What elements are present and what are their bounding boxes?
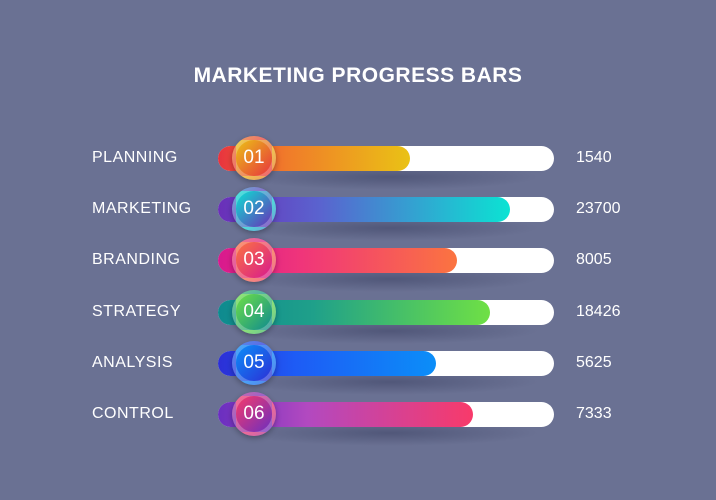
number-badge: 04: [232, 290, 276, 334]
value-label: 1540: [576, 149, 612, 166]
category-label: ANALYSIS: [92, 354, 174, 371]
bar-row: STRATEGY 04 18426: [0, 290, 716, 344]
category-label: BRANDING: [92, 251, 181, 268]
value-label: 18426: [576, 303, 621, 320]
bar-row: BRANDING 03 8005: [0, 238, 716, 292]
category-label: PLANNING: [92, 149, 178, 166]
bar-row: CONTROL 06 7333: [0, 392, 716, 446]
number-badge: 06: [232, 392, 276, 436]
number-badge: 03: [232, 238, 276, 282]
bar-row: ANALYSIS 05 5625: [0, 341, 716, 395]
number-badge: 02: [232, 187, 276, 231]
value-label: 23700: [576, 200, 621, 217]
category-label: MARKETING: [92, 200, 192, 217]
bar-row: PLANNING 01 1540: [0, 136, 716, 190]
category-label: CONTROL: [92, 405, 174, 422]
value-label: 5625: [576, 354, 612, 371]
category-label: STRATEGY: [92, 303, 182, 320]
value-label: 7333: [576, 405, 612, 422]
number-badge: 05: [232, 341, 276, 385]
value-label: 8005: [576, 251, 612, 268]
bar-row: MARKETING 02 23700: [0, 187, 716, 241]
number-badge: 01: [232, 136, 276, 180]
chart-title: MARKETING PROGRESS BARS: [193, 64, 523, 87]
